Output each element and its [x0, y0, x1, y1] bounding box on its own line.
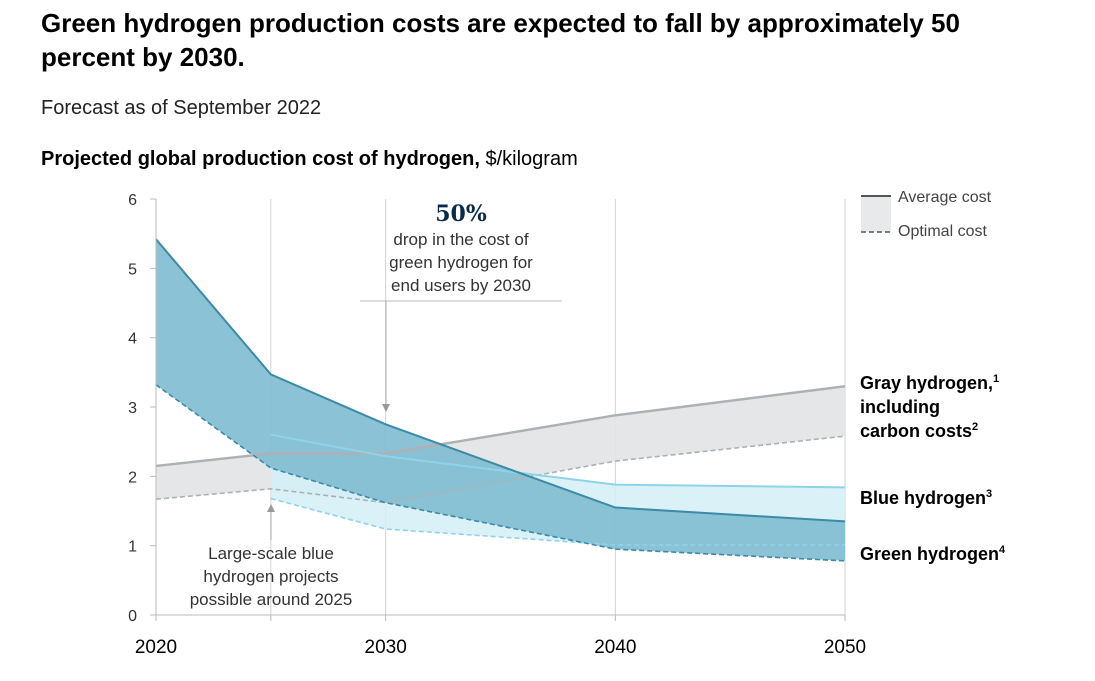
- chart-subtitle: Forecast as of September 2022: [41, 97, 322, 119]
- green-hydrogen-average-line: [155, 238, 846, 523]
- gray-hydrogen-label-line2: including: [860, 397, 940, 417]
- legend-average-label: Average cost: [898, 189, 992, 206]
- lines-layer: [155, 238, 846, 562]
- gray-hydrogen-label-line3: carbon costs2: [860, 421, 978, 441]
- y-tick-label-5: 5: [128, 261, 137, 278]
- gray-hydrogen-optimal-line: [155, 435, 846, 504]
- green-hydrogen-label: Green hydrogen4: [860, 544, 1006, 564]
- legend: Average cost Optimal cost: [861, 189, 992, 240]
- green-hydrogen-range: [156, 239, 845, 561]
- annotation-arrowhead: [382, 404, 390, 412]
- green-hydrogen-optimal-line: [155, 384, 846, 562]
- y-tick-label-2: 2: [128, 469, 137, 486]
- legend-range-swatch: [861, 196, 891, 232]
- annotation-pct-line2: green hydrogen for: [389, 253, 533, 272]
- x-tick-label-2020: 2020: [135, 637, 177, 658]
- x-tick-label-2050: 2050: [824, 637, 866, 658]
- annotation-pct-line1: drop in the cost of: [393, 230, 528, 249]
- blue-hydrogen-average-line: [270, 433, 846, 489]
- y-tick-label-4: 4: [128, 331, 137, 348]
- annotation-pct: 50%: [435, 201, 487, 227]
- blue-hydrogen-optimal-line: [270, 497, 845, 546]
- legend-optimal-label: Optimal cost: [898, 223, 987, 240]
- axes-layer: 0 1 2 3 4 5 6 2020 2030 2040 2050: [128, 192, 866, 658]
- annotation-pct-line3: end users by 2030: [391, 276, 531, 295]
- areas-layer: [156, 239, 845, 561]
- blue-annotation-line1: Large-scale blue: [208, 544, 334, 563]
- chart-heading: Projected global production cost of hydr…: [41, 148, 578, 171]
- y-tick-label-3: 3: [128, 400, 137, 417]
- blue-annotation-line2: hydrogen projects: [203, 567, 338, 586]
- chart-heading-unit: $/kilogram: [485, 148, 578, 170]
- gray-hydrogen-label: Gray hydrogen,1: [860, 373, 999, 393]
- x-tick-label-2040: 2040: [594, 637, 636, 658]
- chart-heading-bold: Projected global production cost of hydr…: [41, 148, 480, 170]
- blue-hydrogen-label: Blue hydrogen3: [860, 488, 992, 508]
- chart-title: Green hydrogen production costs are expe…: [41, 8, 960, 72]
- blue-annotation-line3: possible around 2025: [190, 590, 353, 609]
- blue-annotation-arrowhead: [267, 504, 275, 512]
- x-tick-label-2030: 2030: [365, 637, 407, 658]
- y-tick-label-1: 1: [128, 539, 137, 556]
- y-tick-label-6: 6: [128, 192, 137, 209]
- gray-hydrogen-average-line: [155, 384, 846, 468]
- y-tick-label-0: 0: [128, 608, 137, 625]
